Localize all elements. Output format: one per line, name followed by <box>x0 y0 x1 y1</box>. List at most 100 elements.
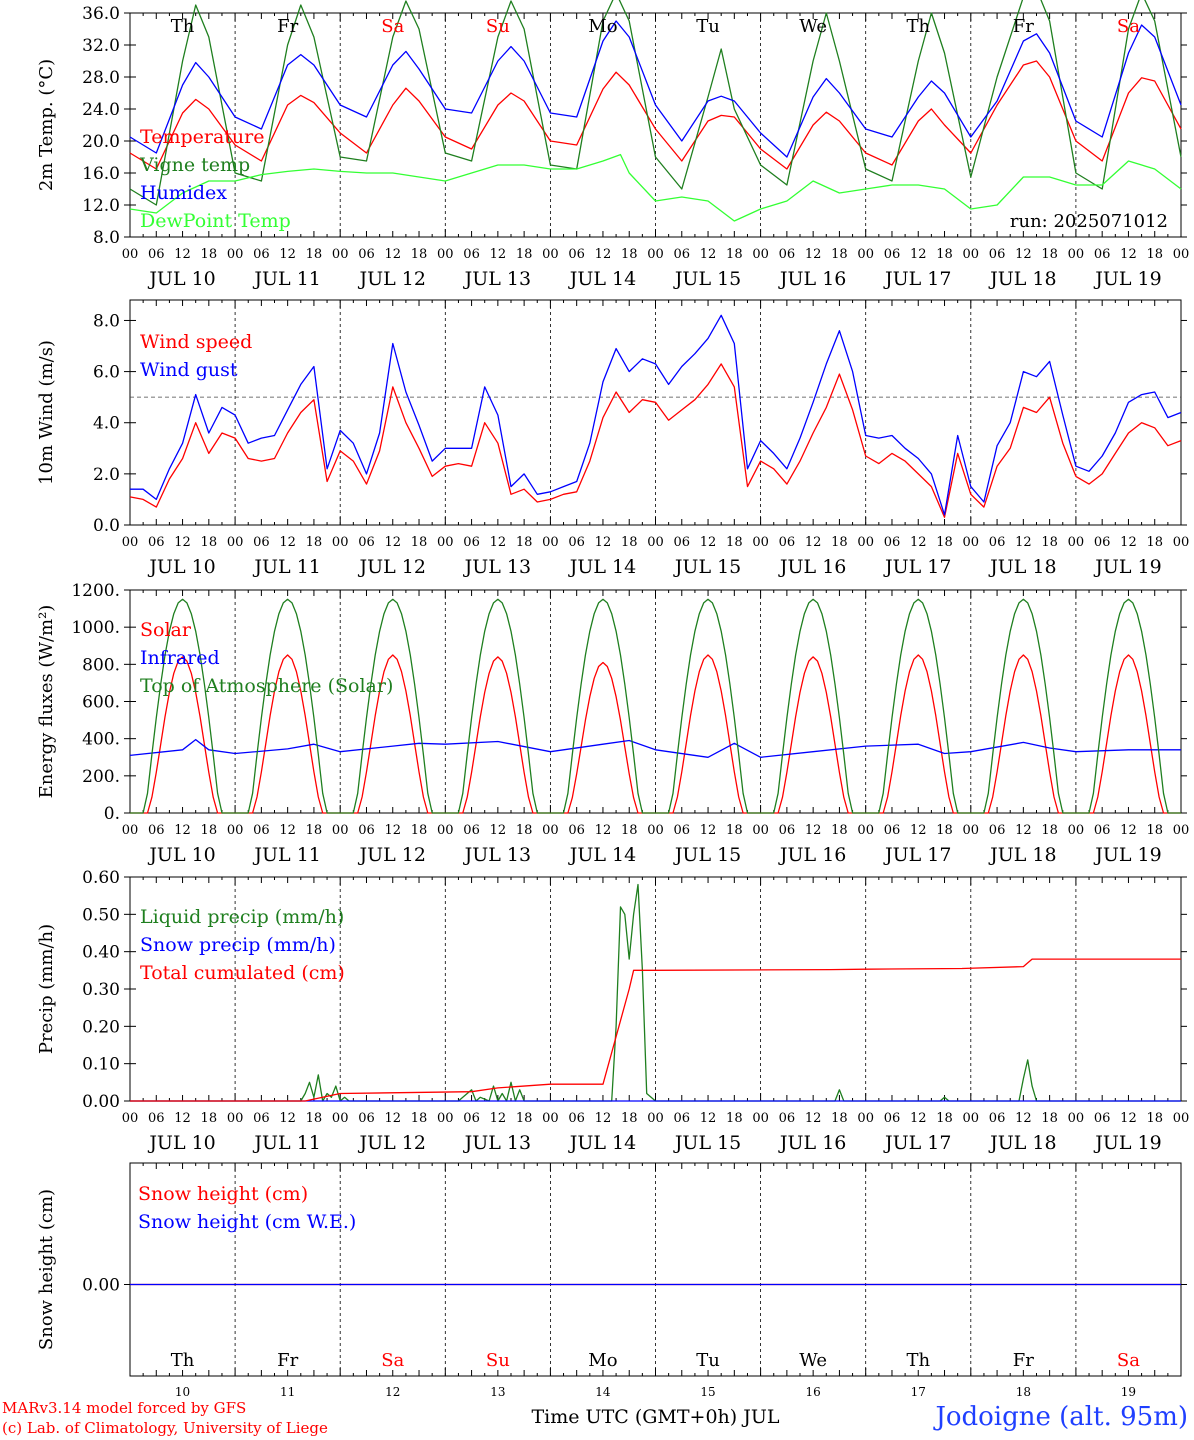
day-label: JUL 14 <box>568 268 636 290</box>
hour-tick-label: 06 <box>253 247 270 262</box>
legend-top-of-atmosphere-solar: Top of Atmosphere (Solar) <box>140 675 393 697</box>
hour-tick-label: 00 <box>332 823 349 838</box>
y-tick-label: 800. <box>82 655 120 675</box>
hour-tick-label: 18 <box>831 1111 848 1126</box>
hour-tick-label: 00 <box>752 535 769 550</box>
hour-tick-label: 06 <box>568 535 585 550</box>
legend-vigne-temp: Vigne temp <box>139 154 250 176</box>
hour-tick-label: 18 <box>621 1111 638 1126</box>
hour-tick-label: 18 <box>936 535 953 550</box>
weekday-label: Sa <box>381 16 404 37</box>
hour-tick-label: 00 <box>963 535 980 550</box>
hour-tick-label: 00 <box>647 247 664 262</box>
day-label: JUL 18 <box>988 844 1056 866</box>
hour-tick-label: 18 <box>516 1111 533 1126</box>
hour-tick-label: 06 <box>358 535 375 550</box>
day-label: JUL 13 <box>463 556 531 578</box>
y-tick-label: 20.0 <box>82 132 120 152</box>
hour-tick-label: 06 <box>148 535 165 550</box>
weekday-label: We <box>799 16 827 37</box>
hour-tick-label: 12 <box>910 247 927 262</box>
y-tick-label: 1200. <box>71 581 120 601</box>
wind-ylabel: 10m Wind (m/s) <box>36 340 57 485</box>
hour-tick-label: 12 <box>174 823 191 838</box>
hour-tick-label: 00 <box>122 247 139 262</box>
hour-tick-label: 18 <box>1041 823 1058 838</box>
hour-tick-label: 18 <box>201 823 218 838</box>
weekday-label: Mo <box>588 1350 617 1371</box>
hour-tick-label: 06 <box>989 1111 1006 1126</box>
hour-tick-label: 18 <box>621 247 638 262</box>
day-label: JUL 14 <box>568 844 636 866</box>
hour-tick-label: 18 <box>306 1111 323 1126</box>
weekday-label: Fr <box>1013 16 1034 37</box>
hour-tick-label: 00 <box>332 535 349 550</box>
y-tick-label: 4.0 <box>93 414 120 434</box>
hour-tick-label: 18 <box>516 535 533 550</box>
day-number-label: 11 <box>280 1385 295 1399</box>
day-label: JUL 12 <box>358 556 426 578</box>
hour-tick-label: 00 <box>857 247 874 262</box>
hour-tick-label: 00 <box>1068 1111 1085 1126</box>
day-number-label: 18 <box>1016 1385 1031 1399</box>
hour-tick-label: 18 <box>1146 1111 1163 1126</box>
day-label: JUL 17 <box>883 268 951 290</box>
y-tick-label: 24.0 <box>82 100 120 120</box>
day-label: JUL 17 <box>883 1132 951 1154</box>
day-number-label: 17 <box>911 1385 926 1399</box>
hour-tick-label: 12 <box>1120 535 1137 550</box>
hour-tick-label: 18 <box>411 247 428 262</box>
hour-tick-label: 18 <box>306 247 323 262</box>
hour-tick-label: 18 <box>411 535 428 550</box>
day-label: JUL 12 <box>358 1132 426 1154</box>
hour-tick-label: 00 <box>857 823 874 838</box>
weekday-label: Th <box>906 16 930 37</box>
y-tick-label: 2.0 <box>93 465 120 485</box>
day-label: JUL 11 <box>252 844 320 866</box>
weekday-label: Fr <box>277 16 298 37</box>
hour-tick-label: 00 <box>1173 1111 1190 1126</box>
hour-tick-label: 18 <box>516 247 533 262</box>
time-axis-title: Time UTC (GMT+0h) JUL <box>532 1406 780 1428</box>
day-label: JUL 13 <box>463 1132 531 1154</box>
series-total-cumulated-cm <box>130 958 1181 1102</box>
hour-tick-label: 06 <box>884 823 901 838</box>
hour-tick-label: 06 <box>358 1111 375 1126</box>
hour-tick-label: 12 <box>1015 823 1032 838</box>
y-tick-label: 0.0 <box>93 516 120 536</box>
hour-tick-label: 18 <box>201 247 218 262</box>
hour-tick-label: 06 <box>884 247 901 262</box>
hour-tick-label: 12 <box>490 823 507 838</box>
hour-tick-label: 00 <box>1173 823 1190 838</box>
day-label: JUL 14 <box>568 1132 636 1154</box>
hour-tick-label: 06 <box>463 247 480 262</box>
hour-tick-label: 06 <box>463 535 480 550</box>
day-label: JUL 15 <box>673 844 741 866</box>
hour-tick-label: 12 <box>805 247 822 262</box>
hour-tick-label: 12 <box>910 823 927 838</box>
hour-tick-label: 06 <box>568 1111 585 1126</box>
day-number-label: 16 <box>806 1385 821 1399</box>
legend-infrared: Infrared <box>140 647 220 669</box>
hour-tick-label: 12 <box>174 1111 191 1126</box>
hour-tick-label: 00 <box>122 823 139 838</box>
weekday-label: Sa <box>1117 16 1140 37</box>
hour-tick-label: 18 <box>1041 1111 1058 1126</box>
hour-tick-label: 06 <box>989 823 1006 838</box>
hour-tick-label: 00 <box>1173 247 1190 262</box>
lab-credit: (c) Lab. of Climatology, University of L… <box>2 1419 328 1437</box>
day-label: JUL 19 <box>1093 844 1161 866</box>
legend-snow-height-cm: Snow height (cm) <box>138 1183 308 1205</box>
day-number-label: 19 <box>1121 1385 1136 1399</box>
hour-tick-label: 06 <box>253 535 270 550</box>
day-label: JUL 12 <box>358 844 426 866</box>
hour-tick-label: 06 <box>989 247 1006 262</box>
hour-tick-label: 00 <box>227 247 244 262</box>
hour-tick-label: 12 <box>490 535 507 550</box>
hour-tick-label: 18 <box>1146 823 1163 838</box>
day-label: JUL 18 <box>988 268 1056 290</box>
hour-tick-label: 06 <box>148 1111 165 1126</box>
weekday-label: Fr <box>277 1350 298 1371</box>
hour-tick-label: 00 <box>122 535 139 550</box>
